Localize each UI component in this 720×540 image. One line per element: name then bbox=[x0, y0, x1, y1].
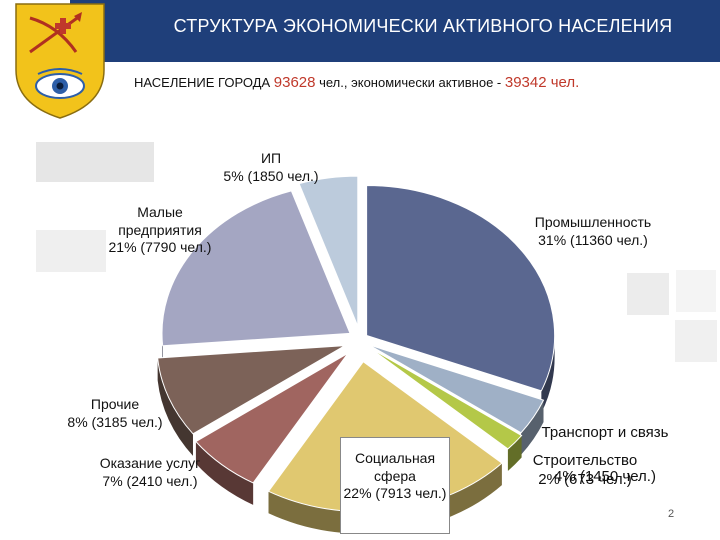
decor-square bbox=[36, 142, 154, 182]
pie-slice-side bbox=[157, 357, 193, 456]
pie-slice-side bbox=[541, 335, 555, 413]
pie-slice-малые-предприятия bbox=[161, 190, 351, 347]
slice-label-name: Прочие bbox=[90, 396, 140, 412]
pie-slice-side bbox=[507, 435, 522, 471]
slice-label-value: 8% (3185 чел.) bbox=[67, 413, 163, 430]
slice-label-value: 22% (7913 чел.) bbox=[343, 485, 447, 501]
slice-label-name: Оказание услуг bbox=[99, 455, 201, 471]
pie-slice-side bbox=[521, 400, 544, 455]
population-summary: НАСЕЛЕНИЕ ГОРОДА 93628 чел., экономическ… bbox=[134, 74, 579, 91]
slice-label-construction: Строительство 2% (673 чел.) bbox=[515, 452, 655, 490]
pie-slice-оказание-услуг bbox=[195, 352, 349, 484]
decor-square bbox=[36, 230, 106, 272]
slice-label-name: ИП bbox=[260, 150, 282, 166]
slice-label-value: 31% (11360 чел.) bbox=[538, 231, 648, 248]
slice-label-name: Социальная сфера bbox=[354, 450, 436, 484]
active-label: чел., экономически активное - bbox=[315, 75, 505, 90]
slice-label-value: 7% (2410 чел.) bbox=[102, 472, 198, 489]
population-value: 93628 bbox=[273, 74, 316, 91]
slice-label-industry: Промышленность 31% (11360 чел.) bbox=[508, 214, 678, 249]
slice-label-value: 5% (1850 чел.) bbox=[223, 167, 319, 184]
slice-label-transport: Транспорт и связь 4% (1450 чел.) bbox=[535, 424, 675, 485]
population-label: НАСЕЛЕНИЕ ГОРОДА bbox=[134, 75, 274, 90]
label-box bbox=[340, 437, 450, 534]
page-title: СТРУКТУРА ЭКОНОМИЧЕСКИ АКТИВНОГО НАСЕЛЕН… bbox=[173, 16, 673, 36]
pie-slice-транспорт-и-связь bbox=[368, 344, 545, 434]
slice-label-services: Оказание услуг 7% (2410 чел.) bbox=[80, 455, 220, 490]
slice-label-small-business: Малые предприятия 21% (7790 чел.) bbox=[100, 204, 220, 257]
pie-slice-строительство bbox=[369, 347, 523, 450]
slice-label-value: 4% (1450 чел.) bbox=[554, 468, 656, 485]
header: СТРУКТУРА ЭКОНОМИЧЕСКИ АКТИВНОГО НАСЕЛЕН… bbox=[0, 0, 720, 62]
slice-label-entrepreneurs: ИП 5% (1850 чел.) bbox=[196, 150, 346, 185]
slice-label-social: Социальная сфера 22% (7913 чел.) bbox=[342, 450, 448, 503]
city-crest-logo bbox=[15, 3, 105, 119]
slice-label-name: Малые предприятия bbox=[118, 204, 202, 238]
slice-label-other: Прочие 8% (3185 чел.) bbox=[40, 396, 190, 431]
pie-slice-прочие bbox=[157, 345, 346, 435]
page-number: 2 bbox=[668, 508, 675, 520]
pie-slice-ип bbox=[298, 175, 359, 327]
slice-label-name: Промышленность bbox=[534, 214, 652, 230]
decor-square bbox=[627, 273, 669, 315]
active-value: 39342 чел. bbox=[504, 74, 580, 91]
pie-slice-промышленность bbox=[366, 185, 556, 392]
slice-label-value: 21% (7790 чел.) bbox=[108, 239, 212, 255]
slice-label-name: Строительство bbox=[532, 452, 638, 469]
slice-label-value: 2% (673 чел.) bbox=[538, 470, 632, 488]
pie-slice-side bbox=[195, 441, 254, 505]
header-band bbox=[70, 0, 720, 62]
decor-square bbox=[676, 270, 716, 312]
slice-label-name: Транспорт и связь bbox=[541, 424, 669, 441]
decor-square bbox=[675, 320, 717, 362]
